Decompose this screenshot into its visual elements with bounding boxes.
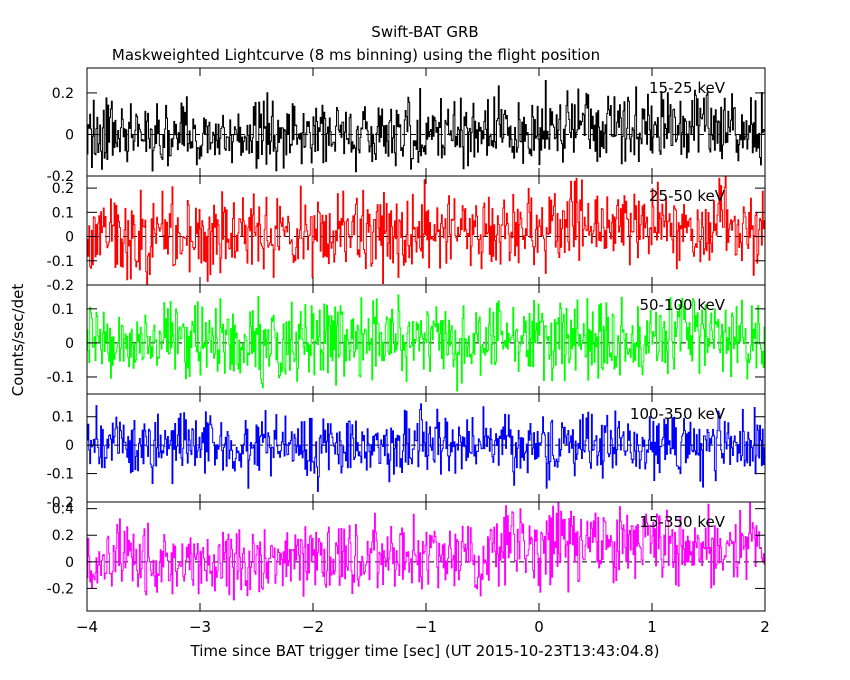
y-tick-label: 0 xyxy=(65,555,74,571)
panel-1: 15-25 keV -0.2 0 0.2 xyxy=(47,67,766,185)
y-tick-label: 0 xyxy=(65,230,74,246)
panel-4: 100-350 keV -0.2 -0.1 0 0.1 xyxy=(47,393,766,511)
y-tick-label: 0 xyxy=(65,127,74,143)
x-tick-label: 1 xyxy=(647,618,657,636)
x-axis-label: Time since BAT trigger time [sec] (UT 20… xyxy=(190,642,660,660)
band-label: 100-350 keV xyxy=(630,405,726,423)
series-15-25-kev xyxy=(87,80,765,173)
y-tick-label: 0.2 xyxy=(52,528,74,544)
series-100-350-kev xyxy=(87,403,765,492)
band-label: 15-25 keV xyxy=(649,79,726,97)
panel-3: 50-100 keV -0.1 0 0.1 xyxy=(47,284,766,395)
y-tick-label: -0.2 xyxy=(47,169,74,185)
y-tick-label: -0.2 xyxy=(47,581,74,597)
panel-5: 15-350 keV -0.2 0 0.2 0.4 xyxy=(47,501,766,612)
band-label: 50-100 keV xyxy=(639,296,725,314)
x-tick-label: 2 xyxy=(760,618,770,636)
y-axis-label: Counts/sec/det xyxy=(9,284,27,397)
y-tick-label: -0.2 xyxy=(47,278,74,294)
panels-group: 15-25 keV -0.2 0 0.2 25-50 keV -0.2 -0.1 0 0.1 0.… xyxy=(47,67,770,636)
y-tick-label: 0.2 xyxy=(52,86,74,102)
x-tick-label: −2 xyxy=(302,618,324,636)
y-tick-label: -0.2 xyxy=(47,495,74,511)
y-tick-label: 0.1 xyxy=(52,410,74,426)
y-tick-label: -0.1 xyxy=(47,467,74,483)
y-tick-label: 0 xyxy=(65,438,74,454)
x-tick-label: −1 xyxy=(415,618,437,636)
panel-2: 25-50 keV -0.2 -0.1 0 0.1 0.2 xyxy=(47,175,766,294)
y-tick-label: 0.2 xyxy=(52,181,74,197)
series-50-100-kev xyxy=(87,294,765,392)
x-tick-label: −4 xyxy=(76,618,98,636)
x-tick-label: 0 xyxy=(534,618,544,636)
y-tick-label: 0.1 xyxy=(52,302,74,318)
band-label: 25-50 keV xyxy=(649,187,726,205)
y-tick-label: 0 xyxy=(65,336,74,352)
y-tick-label: -0.1 xyxy=(47,370,74,386)
y-tick-label: -0.1 xyxy=(47,254,74,270)
series-25-50-kev xyxy=(87,176,765,285)
x-tick-label: −3 xyxy=(189,618,211,636)
y-tick-label: 0.1 xyxy=(52,205,74,221)
panel-frame xyxy=(86,501,766,612)
chart-subtitle: Maskweighted Lightcurve (8 ms binning) u… xyxy=(112,46,600,64)
chart-title: Swift-BAT GRB xyxy=(371,23,478,41)
band-label: 15-350 keV xyxy=(639,513,725,531)
y-tick-label: 0.4 xyxy=(52,502,74,518)
series-15-350-kev xyxy=(87,502,765,601)
